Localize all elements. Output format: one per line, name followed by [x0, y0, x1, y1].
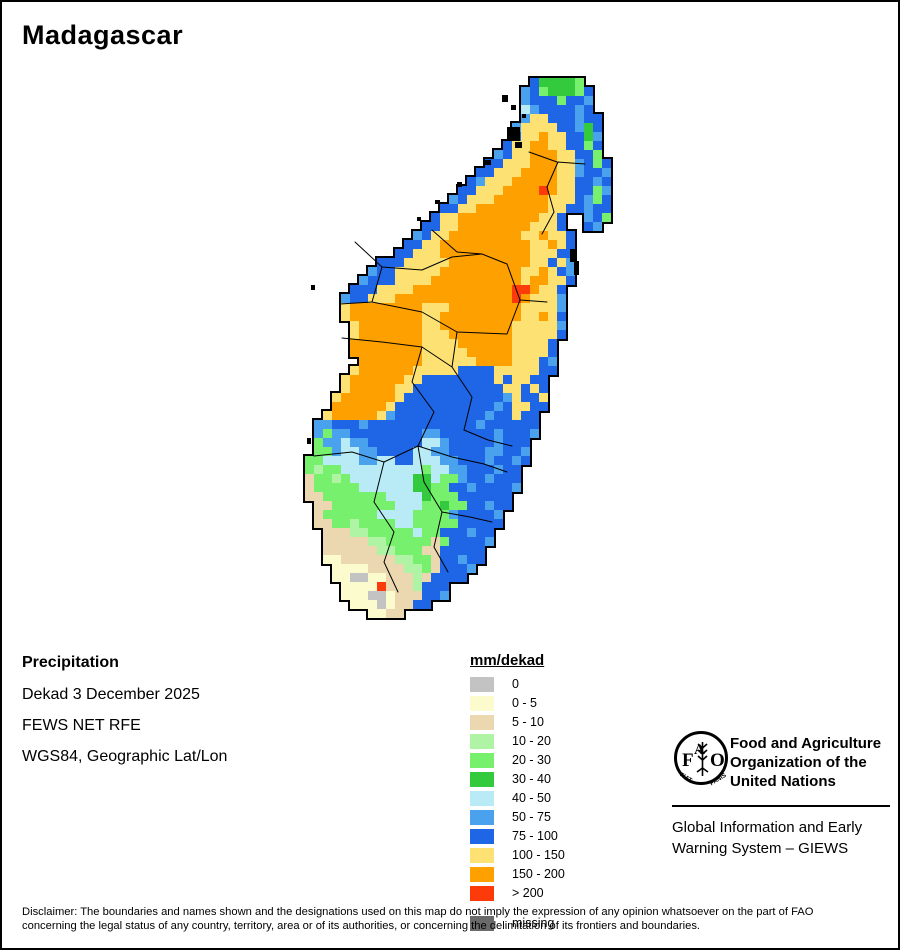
legend-row: 20 - 30 — [470, 751, 565, 769]
legend-row: 0 - 5 — [470, 694, 565, 712]
legend-row: 0 — [470, 675, 565, 693]
legend-label: missing — [512, 916, 555, 930]
legend-label: 5 - 10 — [512, 715, 544, 729]
legend-label: 20 - 30 — [512, 753, 551, 767]
legend-swatch-icon — [470, 885, 494, 901]
precipitation-raster — [305, 78, 611, 618]
legend-rows: 0 0 - 5 5 - 10 10 - 20 20 - 30 30 - 40 40 - 50… — [470, 675, 565, 932]
legend-swatch-icon — [470, 809, 494, 825]
giews-label: Global Information and Early Warning Sys… — [672, 819, 863, 857]
svg-text:F: F — [682, 750, 694, 771]
legend-title: mm/dekad — [470, 652, 545, 669]
info-heading: Precipitation — [22, 654, 119, 671]
legend-swatch-icon — [470, 828, 494, 844]
info-projection: WGS84, Geographic Lat/Lon — [22, 748, 228, 765]
legend-swatch-icon — [470, 714, 494, 730]
legend-row: 40 - 50 — [470, 789, 565, 807]
legend-label: 10 - 20 — [512, 734, 551, 748]
admin-boundaries — [313, 151, 586, 593]
legend-row: > 200 — [470, 884, 565, 902]
svg-text:O: O — [710, 750, 725, 771]
legend-swatch-icon — [470, 676, 494, 692]
legend-swatch-icon — [470, 915, 494, 931]
legend-label: 30 - 40 — [512, 772, 551, 786]
legend-swatch-icon — [470, 771, 494, 787]
legend-label: 40 - 50 — [512, 791, 551, 805]
legend-label: 0 - 5 — [512, 696, 538, 710]
legend: mm/dekad 0 0 - 5 5 - 10 10 - 20 20 - 30 30 - … — [470, 652, 565, 933]
fao-name: Food and Agriculture Organization of the… — [730, 735, 882, 790]
legend-label: 100 - 150 — [512, 848, 565, 862]
legend-label: 150 - 200 — [512, 867, 565, 881]
page-title: Madagascar — [22, 20, 184, 50]
fao-branding: F A O FIAT PANIS Food and Agriculture Or… — [672, 728, 894, 859]
branding-divider — [672, 805, 890, 807]
legend-swatch-icon — [470, 847, 494, 863]
info-source: FEWS NET RFE — [22, 717, 141, 734]
legend-row: missing — [470, 914, 565, 932]
legend-row: 150 - 200 — [470, 865, 565, 883]
legend-swatch-icon — [470, 866, 494, 882]
legend-row: 30 - 40 — [470, 770, 565, 788]
map-info-block: Precipitation Dekad 3 December 2025 FEWS… — [22, 654, 227, 779]
legend-row: 5 - 10 — [470, 713, 565, 731]
wheat-ear-icon — [696, 742, 709, 776]
legend-row: 100 - 150 — [470, 846, 565, 864]
legend-label: > 200 — [512, 886, 544, 900]
legend-row: 50 - 75 — [470, 808, 565, 826]
fao-logo-icon: F A O FIAT PANIS — [674, 731, 728, 787]
legend-swatch-icon — [470, 695, 494, 711]
disclaimer-text: Disclaimer: The boundaries and names sho… — [22, 906, 814, 932]
legend-label: 75 - 100 — [512, 829, 558, 843]
legend-swatch-icon — [470, 790, 494, 806]
legend-swatch-icon — [470, 752, 494, 768]
legend-swatch-icon — [470, 733, 494, 749]
legend-label: 50 - 75 — [512, 810, 551, 824]
legend-label: 0 — [512, 677, 519, 691]
info-dekad: Dekad 3 December 2025 — [22, 686, 200, 703]
offshore-islands — [307, 95, 579, 444]
svg-text:A: A — [694, 742, 705, 758]
legend-row: 10 - 20 — [470, 732, 565, 750]
legend-row: 75 - 100 — [470, 827, 565, 845]
